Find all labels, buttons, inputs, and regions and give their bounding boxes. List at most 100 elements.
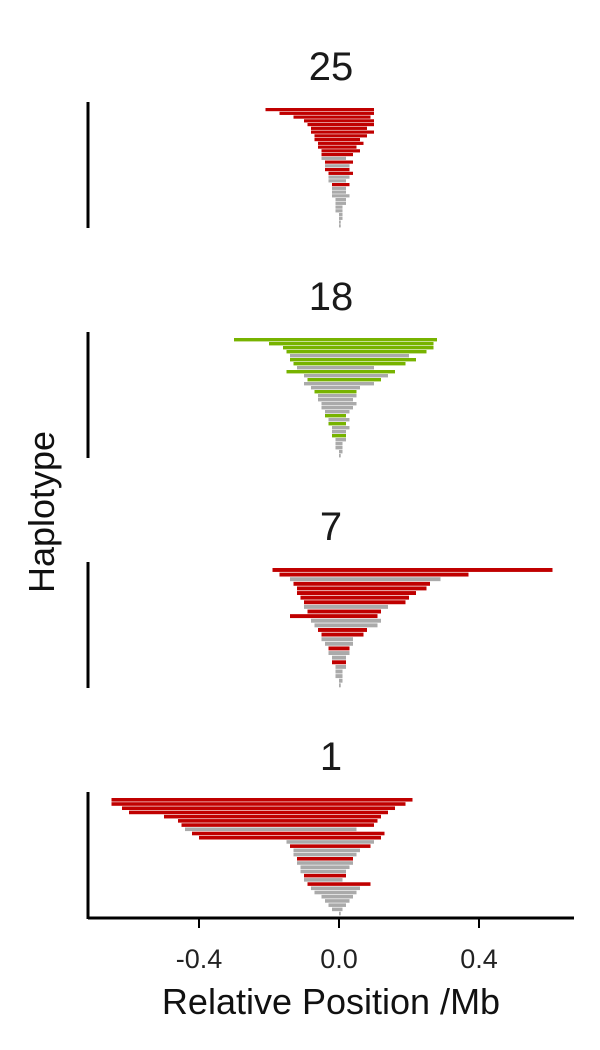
haplotype-bar [290,354,409,358]
haplotype-bar [325,168,350,172]
haplotype-bar [321,402,357,406]
haplotype-bar [286,350,427,354]
haplotype-bar [181,823,374,827]
haplotype-bar [335,442,343,446]
haplotype-bar [234,338,437,342]
haplotype-bar [293,581,430,586]
haplotype-bar [335,669,343,674]
haplotype-bar [339,683,341,688]
haplotype-bar [321,149,360,153]
haplotype-bar [286,370,395,374]
haplotype-bar [314,890,357,895]
haplotype-bar [311,126,367,130]
haplotype-bar [304,878,343,882]
haplotype-bar [328,646,350,651]
panel-title: 7 [320,505,342,549]
haplotype-bar [335,446,343,450]
x-axis: -0.4 0.0 0.4 [88,916,574,974]
haplotype-bar [192,831,385,836]
panel-title: 1 [320,735,342,779]
panels-group: 25 18 7 1 [86,45,553,919]
haplotype-bar [321,406,353,410]
haplotype-bar [332,430,346,434]
haplotype-bar [314,623,378,628]
haplotype-bar [332,660,346,665]
haplotype-bar [335,201,346,205]
haplotype-bar [290,844,371,848]
panel-7: 7 [86,505,553,688]
haplotype-bar [293,848,360,853]
haplotype-bar [293,115,371,119]
x-ticks: -0.4 0.0 0.4 [176,918,498,974]
haplotype-bar [111,798,413,802]
haplotype-bar [339,911,341,916]
haplotype-bar [328,422,346,426]
haplotype-bar [279,111,374,115]
haplotype-bar [269,342,434,346]
haplotype-bar [335,674,343,679]
haplotype-bar [297,586,427,591]
haplotype-bar [332,190,346,194]
haplotype-bar [304,604,388,609]
haplotype-bar [185,827,357,832]
haplotype-bar [325,160,353,164]
haplotype-bar [290,358,416,362]
panel-title: 25 [309,45,354,89]
haplotype-bar [129,810,388,815]
haplotype-bar [332,655,346,660]
haplotype-bar [300,869,346,874]
haplotype-bar [339,678,343,683]
y-axis-title: Haplotype [21,431,62,593]
haplotype-bar [335,205,343,209]
haplotype-bar [311,886,360,891]
haplotype-bar [328,651,350,655]
haplotype-bar [311,130,374,134]
haplotype-bar [311,386,360,390]
haplotype-bar [339,454,341,458]
haplotype-bar [339,450,343,454]
haplotype-bar [325,164,350,168]
haplotype-bar [328,903,346,907]
haplotype-bar [314,134,367,138]
haplotype-bar [332,183,350,187]
haplotype-bar [332,426,350,430]
haplotype-bar [279,572,469,577]
haplotype-bar [325,899,350,903]
haplotype-bar [290,614,378,619]
haplotype-bar [321,632,364,637]
haplotype-bar [293,362,406,366]
haplotype-bar [304,119,374,123]
haplotype-bar [328,179,346,183]
haplotype-bar [293,852,357,857]
haplotype-bar [272,568,553,572]
haplotype-bar [307,609,381,614]
haplotype-bar [199,835,381,840]
haplotype-bar [314,390,357,394]
haplotype-bar [178,819,378,823]
haplotype-bar [290,577,441,582]
haplotype-bar [321,153,353,157]
haplotype-bar [307,882,371,886]
haplotype-bar [297,857,353,861]
haplotype-bar [328,175,350,179]
haplotype-bar [335,209,343,213]
haplotype-bar [321,637,353,642]
haplotype-bar [297,861,353,865]
haplotype-bar [318,141,364,145]
haplotype-bar [321,894,353,899]
haplotype-bar [297,591,416,595]
x-tick-label: -0.4 [176,944,223,974]
haplotype-bar [332,907,343,912]
haplotype-bar [164,814,381,819]
haplotype-bar [300,865,350,870]
haplotype-bar [307,378,381,382]
haplotype-bar [304,374,388,378]
haplotype-bar [332,434,346,438]
haplotype-bar [325,410,350,414]
haplotype-bar [339,220,341,224]
haplotype-bar [321,156,346,160]
haplotype-bar [122,806,395,811]
x-axis-title: Relative Position /Mb [162,981,500,1022]
haplotype-bar [311,618,381,623]
haplotype-bar [339,216,343,220]
